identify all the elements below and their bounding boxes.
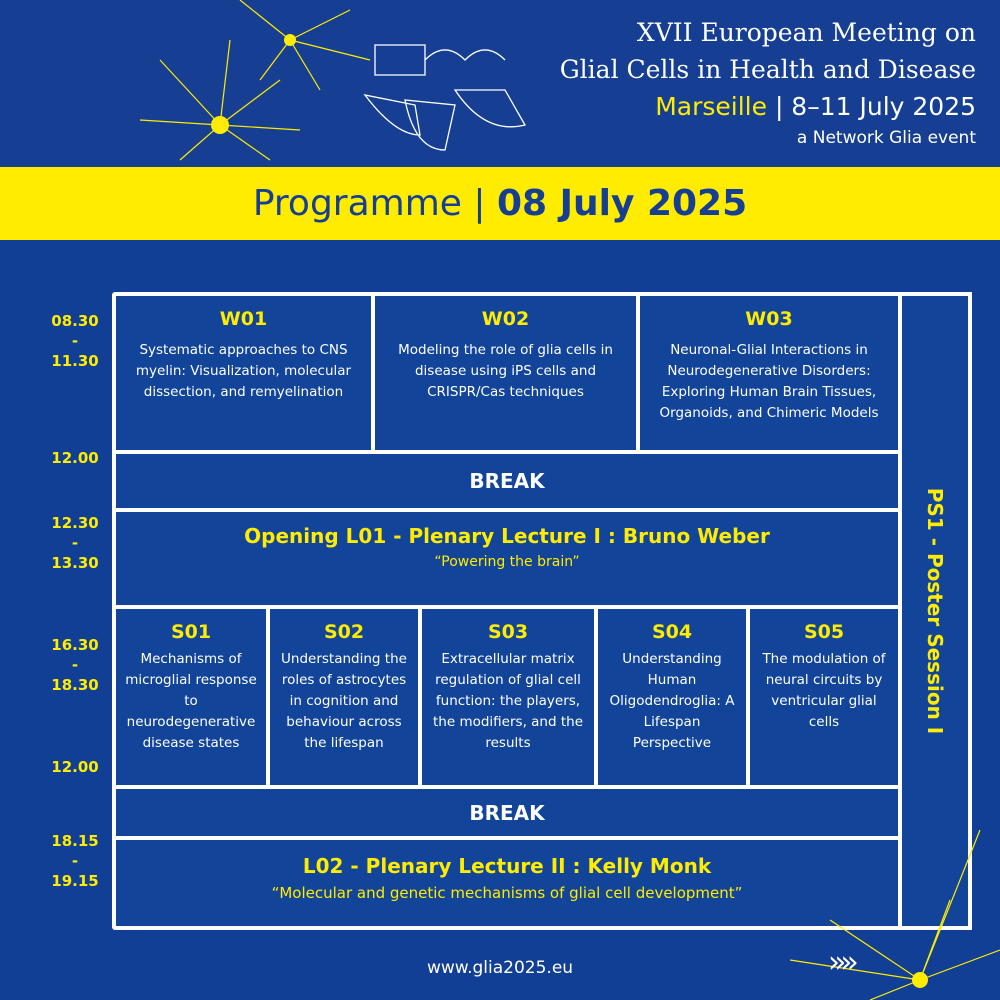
- break-1: BREAK: [116, 454, 898, 508]
- time-break1: 12.00: [51, 449, 99, 467]
- programme-date: 08 July 2025: [496, 183, 748, 224]
- header: XVII European Meeting on Glial Cells in …: [0, 0, 1000, 167]
- programme-label: Programme |: [252, 183, 486, 224]
- opening-lecture: Opening L01 - Plenary Lecture I : Bruno …: [116, 512, 898, 605]
- event-title-line1: XVII European Meeting on: [636, 18, 976, 47]
- break-2: BREAK: [116, 789, 898, 836]
- time-s: 16.30-18.30: [51, 636, 99, 694]
- workshop-w01: W01 Systematic approaches to CNS myelin: …: [116, 296, 371, 450]
- workshop-w02: W02 Modeling the role of glia cells in di…: [375, 296, 636, 450]
- symposium-s03: S03 Extracellular matrix regulation of gl…: [422, 609, 594, 785]
- glia-cell-illustration: [139, 0, 371, 161]
- symposium-s01: S01 Mechanisms of microglial response to …: [116, 609, 266, 785]
- schedule-grid: W01 Systematic approaches to CNS myelin: …: [112, 292, 972, 930]
- symposium-s02: S02 Understanding the roles of astrocytes…: [270, 609, 418, 785]
- glia-cell-illustration-bottom: [789, 829, 1000, 1000]
- time-lecture2: 18.15-19.15: [51, 832, 99, 890]
- event-title-line2: Glial Cells in Health and Disease: [559, 55, 976, 84]
- programme-banner: Programme | 08 July 2025: [0, 167, 1000, 240]
- boats-sketch-icon: [363, 44, 526, 151]
- time-opening: 12.30-13.30: [51, 514, 99, 572]
- plenary-lecture-2: L02 - Plenary Lecture II : Kelly Monk “Mo…: [116, 840, 898, 926]
- event-city: Marseille: [655, 92, 767, 121]
- event-dates: | 8–11 July 2025: [774, 92, 976, 121]
- workshop-w03: W03 Neuronal-Glial Interactions in Neurod…: [640, 296, 898, 450]
- event-tagline: a Network Glia event: [796, 128, 976, 148]
- symposium-s04: S04 Understanding Human Oligodendroglia: …: [598, 609, 746, 785]
- website-link[interactable]: www.glia2025.eu: [426, 958, 574, 978]
- symposium-s05: S05 The modulation of neural circuits by …: [750, 609, 898, 785]
- event-location-dates: Marseille | 8–11 July 2025: [655, 92, 976, 121]
- next-chevrons-icon[interactable]: »»: [828, 945, 859, 980]
- poster-session: PS1 - Poster Session I: [898, 292, 972, 930]
- time-break2: 12.00: [51, 758, 99, 776]
- time-w: 08.30-11.30: [51, 312, 99, 370]
